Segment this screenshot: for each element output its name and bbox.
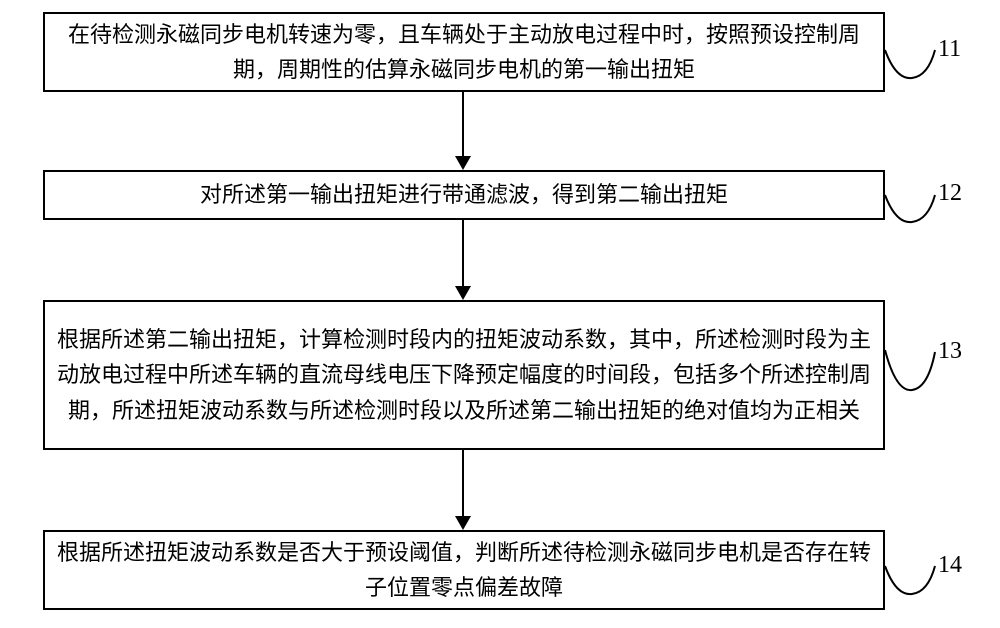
flow-node-2: 对所述第一输出扭矩进行带通滤波，得到第二输出扭矩 (43, 170, 885, 220)
flow-node-4-label: 14 (938, 552, 962, 579)
flow-arrowhead-3-4 (455, 516, 471, 530)
flow-node-1-label: 11 (938, 36, 961, 63)
flow-arrowhead-1-2 (455, 156, 471, 170)
flow-node-1-text: 在待检测永磁同步电机转速为零，且车辆处于主动放电过程中时，按照预设控制周期，周期… (45, 13, 883, 91)
flow-node-3: 根据所述第二输出扭矩，计算检测时段内的扭矩波动系数，其中，所述检测时段为主动放电… (43, 300, 885, 450)
flow-arrowhead-2-3 (455, 286, 471, 300)
flow-node-4: 根据所述扭矩波动系数是否大于预设阈值，判断所述待检测永磁同步电机是否存在转子位置… (43, 530, 885, 610)
flow-node-3-label: 13 (938, 338, 962, 365)
flow-node-1: 在待检测永磁同步电机转速为零，且车辆处于主动放电过程中时，按照预设控制周期，周期… (43, 12, 885, 92)
flow-arrow-3-4 (462, 450, 464, 516)
flow-node-3-text: 根据所述第二输出扭矩，计算检测时段内的扭矩波动系数，其中，所述检测时段为主动放电… (45, 318, 883, 432)
flow-arrow-1-2 (462, 92, 464, 156)
flow-node-4-text: 根据所述扭矩波动系数是否大于预设阈值，判断所述待检测永磁同步电机是否存在转子位置… (45, 531, 883, 609)
flow-node-2-label: 12 (938, 180, 962, 207)
flowchart-canvas: 在待检测永磁同步电机转速为零，且车辆处于主动放电过程中时，按照预设控制周期，周期… (0, 0, 1000, 628)
flow-node-2-text: 对所述第一输出扭矩进行带通滤波，得到第二输出扭矩 (190, 173, 738, 216)
flow-arrow-2-3 (462, 220, 464, 286)
